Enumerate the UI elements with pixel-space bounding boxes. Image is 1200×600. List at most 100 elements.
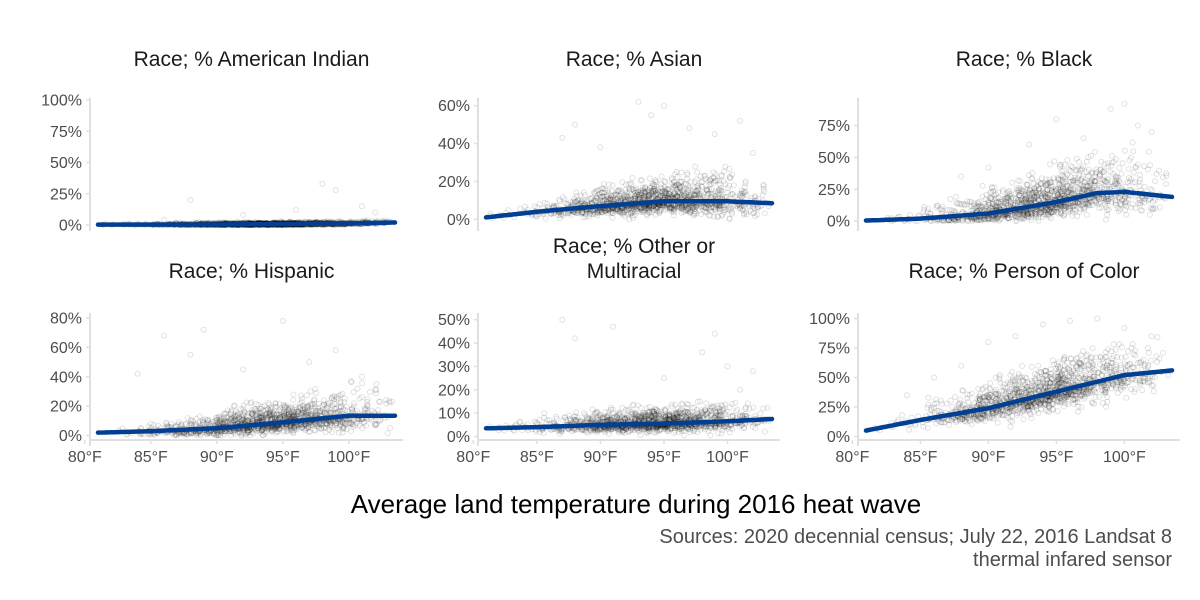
data-point [1107, 105, 1114, 112]
panel-2: Race; % Asian 0% 20% 40% 60% [438, 48, 775, 231]
data-point [1118, 170, 1125, 177]
x-tick-label: 80°F [68, 449, 102, 466]
data-point [648, 112, 655, 119]
y-tick-label: 25% [818, 182, 850, 199]
data-point [1145, 148, 1152, 155]
data-point [1130, 169, 1137, 176]
data-point [240, 212, 247, 218]
data-point [711, 131, 718, 138]
data-point [1116, 164, 1123, 171]
scatter-points [99, 180, 394, 228]
data-point [1080, 135, 1087, 142]
data-point [678, 169, 685, 176]
panel-grid: Race; % American Indian0%25%50%75%100%Ra… [41, 48, 1180, 466]
data-point [542, 215, 549, 222]
data-point [1129, 139, 1136, 146]
y-tick-label: 50% [818, 150, 850, 167]
x-tick-label: 90°F [200, 449, 234, 466]
data-point [1130, 148, 1137, 155]
y-tick-label: 40% [50, 369, 82, 386]
data-point [1148, 128, 1155, 135]
data-point [658, 173, 665, 180]
data-point [1083, 211, 1090, 218]
data-point [1009, 179, 1016, 186]
data-point [572, 121, 578, 128]
data-point [1147, 162, 1153, 169]
panel-title: Race; % American Indian [134, 48, 370, 71]
data-point [517, 205, 523, 212]
data-point [1125, 165, 1132, 172]
data-point [629, 175, 636, 181]
data-point [187, 197, 194, 203]
data-point [694, 169, 701, 176]
data-point [1053, 116, 1060, 123]
y-tick-label: 0% [59, 428, 82, 445]
data-point [979, 182, 986, 189]
data-point [1135, 122, 1141, 129]
data-point [1047, 161, 1054, 168]
panel-3: Race; % Black 0% 25% 50% 75% [818, 48, 1175, 231]
data-point [341, 395, 348, 402]
data-point [1121, 147, 1128, 154]
scatter-points [116, 317, 396, 439]
data-point [692, 163, 699, 170]
data-point [597, 144, 604, 151]
y-tick-label: 20% [438, 174, 470, 191]
y-tick-label: 75% [50, 124, 82, 141]
data-point [646, 175, 653, 182]
data-point [1141, 183, 1148, 190]
data-point [958, 173, 965, 180]
data-point [1091, 148, 1098, 155]
data-point [985, 164, 992, 171]
data-point [1083, 158, 1090, 165]
trend-line [95, 220, 398, 227]
data-point [1103, 216, 1109, 223]
y-tick-label: 0% [59, 218, 82, 235]
y-tick-label: 100% [41, 93, 82, 110]
x-tick-label: 85°F [134, 449, 168, 466]
y-tick-label: 60% [438, 98, 470, 115]
y-tick-label: 50% [50, 155, 82, 172]
data-point [737, 117, 744, 124]
data-point [947, 196, 954, 202]
data-point [1109, 152, 1115, 159]
data-point [1064, 156, 1071, 163]
data-point [372, 209, 379, 216]
y-tick-label: 0% [827, 214, 850, 231]
data-point [384, 430, 391, 437]
data-point [1123, 211, 1130, 218]
y-tick-label: 0% [447, 212, 470, 229]
panel-1: Race; % American Indian 0% 25% 50% 75% 100% [41, 48, 398, 235]
data-point [749, 150, 756, 156]
data-point [1074, 213, 1081, 220]
data-point [1152, 178, 1158, 185]
data-point [726, 165, 733, 172]
data-point [953, 193, 960, 200]
x-tick-label: 100°F [327, 449, 370, 466]
y-tick-label: 40% [438, 136, 470, 153]
y-tick-label: 80% [50, 310, 82, 327]
data-point [559, 134, 566, 141]
data-point [359, 203, 365, 210]
data-point [366, 389, 373, 395]
data-point [319, 180, 326, 187]
data-point [635, 98, 642, 105]
data-point [661, 102, 667, 109]
y-tick-label: 25% [50, 186, 82, 203]
data-point [1035, 217, 1042, 224]
data-point [1146, 211, 1153, 218]
x-tick-label: 95°F [266, 449, 300, 466]
data-point [686, 125, 693, 132]
data-point [1026, 141, 1033, 148]
data-point [761, 210, 768, 217]
data-point [1119, 160, 1126, 167]
y-tick-label: 60% [50, 340, 82, 357]
data-point [1163, 180, 1169, 187]
data-point [1121, 100, 1128, 107]
panel-title: Race; % Asian [566, 48, 703, 71]
data-point [266, 401, 273, 408]
y-tick-label: 75% [818, 118, 850, 135]
panel-title: Race; % Black [956, 48, 1093, 71]
